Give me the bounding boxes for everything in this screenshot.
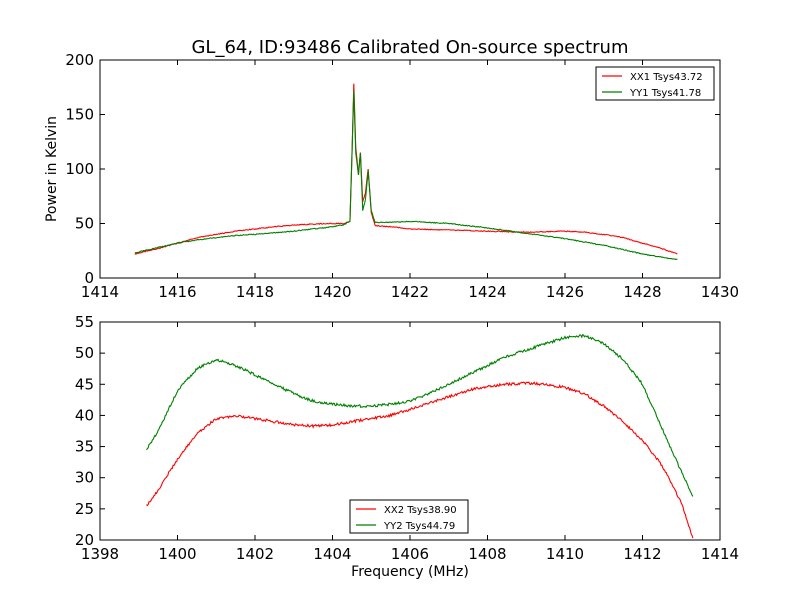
y-tick-label: 20 [75,531,94,549]
y-tick-label: 55 [75,313,94,331]
x-tick-label: 1400 [158,545,196,563]
x-tick-label: 1426 [546,283,584,301]
legend-label: XX1 Tsys43.72 [630,72,703,83]
series-line-xx [134,83,678,255]
x-tick-label: 1422 [391,283,429,301]
y-tick-label: 50 [75,344,94,362]
series-line-yy [134,90,678,261]
y-tick-label: 35 [75,438,94,456]
x-tick-label: 1404 [313,545,351,563]
x-tick-label: 1416 [158,283,196,301]
bottom-plot: 1398 1400 1402 1404 1406 1408 1410 1412 1414 20 25… [75,313,739,580]
x-tick-label: 1408 [468,545,506,563]
x-tick-label: 1414 [81,283,119,301]
y-tick-label: 25 [75,500,94,518]
y-tick-label: 100 [65,160,94,178]
x-tick-label: 1402 [236,545,274,563]
x-tick-label: 1410 [546,545,584,563]
y-tick-label: 200 [65,51,94,69]
x-axis-label: Frequency (MHz) [351,564,469,580]
top-plot: 1414 1416 1418 1420 1422 1424 1426 1428 1430 0 50 1… [44,51,739,301]
legend-box [349,499,469,534]
y-tick-label: 40 [75,406,94,424]
x-tick-label: 1418 [236,283,274,301]
series-line-xx [146,381,694,539]
x-tick-label: 1428 [623,283,661,301]
x-tick-label: 1430 [701,283,739,301]
y-tick-label: 0 [84,269,94,287]
x-tick-label: 1398 [81,545,119,563]
legend-label: YY1 Tsys41.78 [629,88,701,99]
y-tick-label: 30 [75,469,94,487]
x-tick-label: 1406 [391,545,429,563]
legend-label: XX2 Tsys38.90 [384,505,457,516]
y-tick-label: 50 [75,215,94,233]
y-axis-label: Power in Kelvin [44,116,60,222]
series-line-yy [146,334,694,497]
y-tick-label: 45 [75,375,94,393]
legend-box [595,66,715,101]
figure-title: GL_64, ID:93486 Calibrated On-source spe… [191,37,628,58]
legend-label: YY2 Tsys44.79 [383,521,455,532]
x-tick-label: 1414 [701,545,739,563]
y-tick-label: 150 [65,106,94,124]
x-tick-label: 1420 [313,283,351,301]
x-tick-label: 1424 [468,283,506,301]
x-tick-label: 1412 [623,545,661,563]
